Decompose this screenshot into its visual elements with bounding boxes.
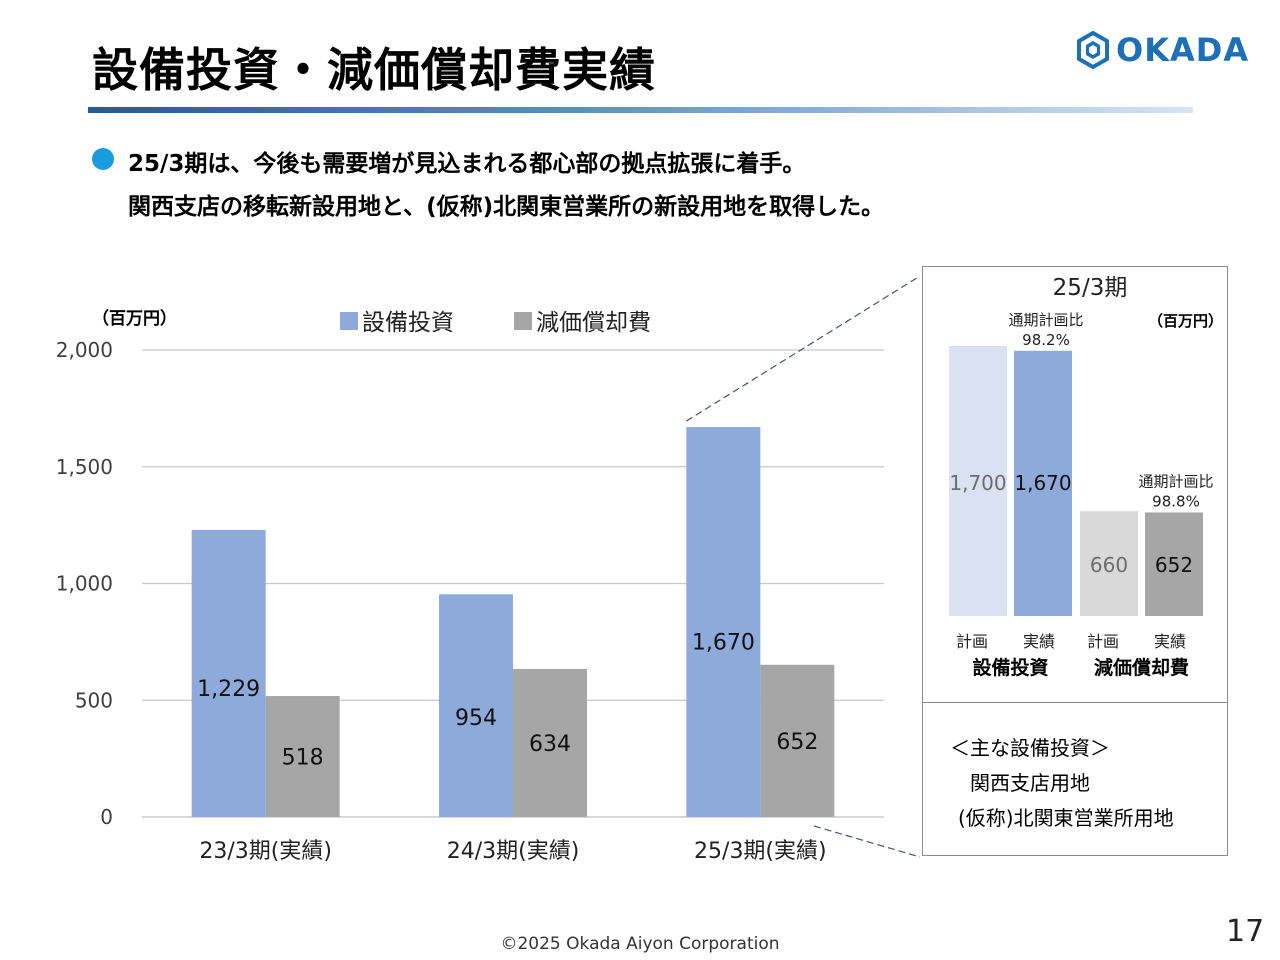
panel-bar [949,346,1007,616]
panel-title: 25/3期 [1053,275,1128,301]
main-investment-item: (仮称)北関東営業所用地 [958,806,1174,830]
data-label: 652 [776,730,818,755]
panel-data-label: 1,670 [1014,471,1071,495]
bar [760,664,835,817]
panel-divider [922,702,1228,703]
panel-bar-label: 実績 [1023,632,1055,651]
panel-data-label: 660 [1090,553,1128,577]
y-tick-label: 1,500 [56,455,113,479]
plan-ratio-value: 98.8% [1152,492,1200,510]
bar [265,696,340,817]
bullet-line-1: 25/3期は、今後も需要増が見込まれる都心部の拠点拡張に着手。 [128,151,806,177]
okada-logo-icon [1077,31,1109,69]
plan-vs-actual-panel [922,266,1228,856]
logo-text: OKADA [1116,31,1250,69]
legend-swatch [340,312,358,330]
panel-bar [1014,350,1072,616]
legend-swatch [514,312,532,330]
data-label: 1,670 [692,631,755,656]
y-tick-label: 1,000 [56,572,113,596]
data-label: 518 [282,746,324,771]
bar [513,668,587,817]
panel-bar [1080,511,1138,616]
main-investments-heading: ＜主な設備投資＞ [950,736,1110,760]
x-tick-label: 24/3期(実績) [447,839,580,864]
bar [439,594,513,817]
legend-label: 設備投資 [362,310,454,336]
panel-data-label: 1,700 [949,471,1006,495]
title-underline [88,107,1193,113]
connector-line [686,275,921,422]
company-logo: OKADA [1076,30,1249,70]
panel-bar-label: 実績 [1154,632,1186,651]
plan-ratio-label: 通期計画比 [1008,311,1083,329]
bar [191,530,266,817]
panel-data-label: 652 [1155,553,1193,577]
panel-group-label: 減価償却費 [1094,656,1189,679]
plan-ratio-label: 通期計画比 [1138,472,1213,490]
panel-group-label: 設備投資 [972,656,1048,679]
panel-bar-label: 計画 [956,632,988,651]
panel-unit-label: （百万円） [1148,312,1223,330]
legend-label: 減価償却費 [536,310,651,336]
page-number: 17 [1226,914,1265,949]
bar [686,427,761,817]
data-label: 1,229 [197,677,260,702]
page-title: 設備投資・減価償却費実績 [92,43,656,97]
data-label: 634 [529,732,571,757]
connector-line [813,825,921,858]
plan-ratio-value: 98.2% [1022,331,1070,349]
data-label: 954 [455,706,497,731]
copyright: ©2025 Okada Aiyon Corporation [500,934,780,954]
panel-bar-label: 計画 [1087,632,1119,651]
y-tick-label: 2,000 [56,338,113,362]
x-tick-label: 25/3期(実績) [694,839,827,864]
x-tick-label: 23/3期(実績) [199,839,332,864]
bullet-line-2: 関西支店の移転新設用地と、(仮称)北関東営業所の新設用地を取得した。 [128,194,885,220]
unit-label: （百万円） [92,308,177,329]
bullet-dot [92,148,114,170]
y-tick-label: 0 [100,805,113,829]
y-tick-label: 500 [75,688,113,712]
main-investment-item: 関西支店用地 [970,771,1090,795]
panel-bar [1145,512,1203,616]
